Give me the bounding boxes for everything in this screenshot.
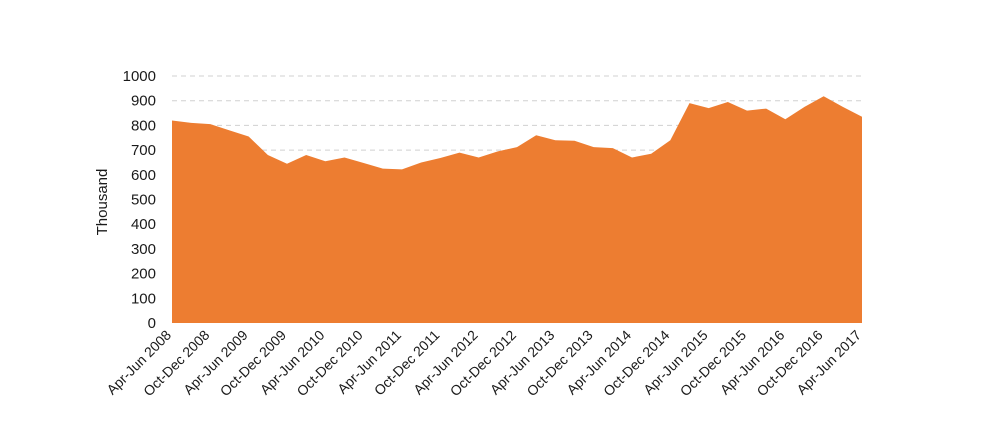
y-axis-tick-labels: 0 100 200 300 400 500 600 700 800 900 1000 [123,68,156,332]
y-tick-label: 200 [131,266,156,283]
area-series [172,96,862,323]
y-tick-label: 500 [131,192,156,209]
y-tick-label: 0 [148,315,156,332]
y-tick-label: 1000 [123,68,156,85]
y-tick-label: 900 [131,93,156,110]
y-tick-label: 600 [131,167,156,184]
y-tick-label: 800 [131,117,156,134]
y-axis-label: Thousand [94,169,111,236]
y-tick-label: 100 [131,290,156,307]
y-tick-label: 700 [131,142,156,159]
y-tick-label: 400 [131,216,156,233]
y-tick-label: 300 [131,241,156,258]
area-fill [172,96,862,323]
